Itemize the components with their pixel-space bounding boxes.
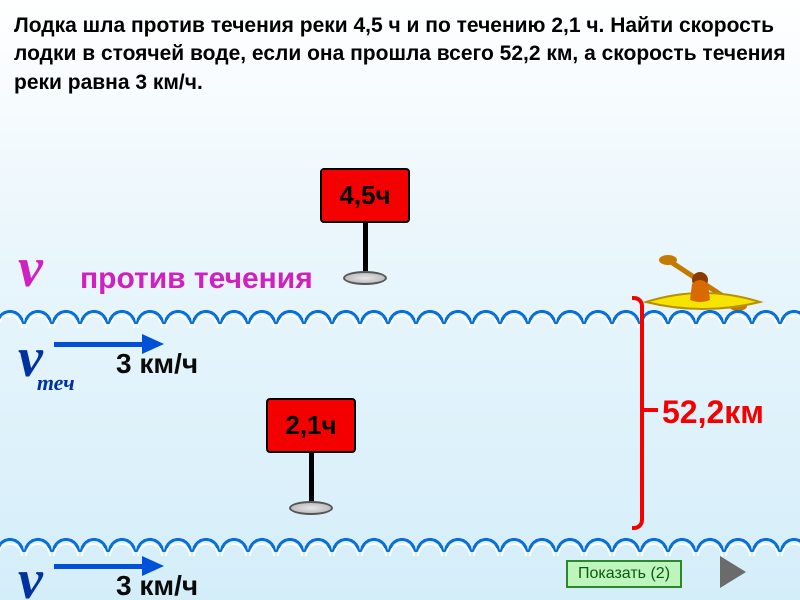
velocity-current-symbol-2: vтеч [18, 548, 81, 600]
v-subscript: теч [37, 370, 75, 395]
problem-text: Лодка шла против течения реки 4,5 ч и по… [14, 12, 786, 97]
total-distance: 52,2км [662, 394, 764, 431]
velocity-current-symbol-1: vтеч [18, 326, 81, 390]
against-current-label: против течения [80, 262, 313, 296]
sign-pole [309, 453, 314, 501]
sign-downstream-label: 2,1ч [266, 398, 356, 453]
current-speed-2: 3 км/ч [116, 570, 198, 600]
play-icon[interactable] [720, 556, 746, 588]
v-subscript: теч [37, 592, 75, 600]
river-downstream [0, 534, 800, 552]
velocity-boat-symbol: v [18, 236, 43, 300]
sign-upstream-label: 4,5ч [320, 168, 410, 223]
show-button[interactable]: Показать (2) [566, 560, 682, 588]
distance-brace [632, 296, 644, 530]
sign-downstream: 2,1ч [266, 398, 356, 515]
sign-base [289, 501, 333, 515]
sign-upstream: 4,5ч [320, 168, 410, 285]
current-speed-1: 3 км/ч [116, 348, 198, 380]
sign-base [343, 271, 387, 285]
sign-pole [363, 223, 368, 271]
river-upstream [0, 306, 800, 324]
brace-tick [644, 408, 658, 412]
